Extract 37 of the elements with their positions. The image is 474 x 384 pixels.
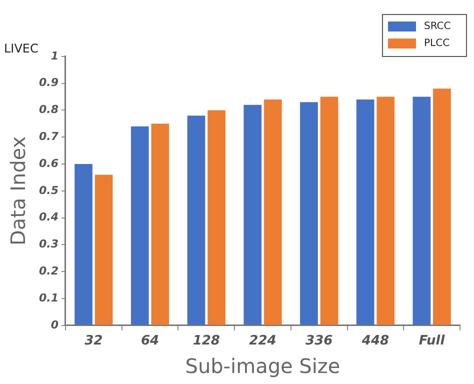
x-tick-label: 336 (306, 334, 333, 349)
x-tick-label: 64 (140, 334, 160, 349)
y-tick-label: 0.6 (38, 156, 59, 170)
bar (264, 99, 282, 325)
x-tick-label: 448 (360, 334, 390, 349)
y-tick-label: 0.3 (38, 238, 59, 251)
bar (412, 96, 431, 325)
y-axis-title: Data Index (6, 136, 30, 246)
bar (130, 126, 149, 325)
y-tick-label: 0.5 (38, 184, 59, 197)
legend-label: SRCC (424, 21, 451, 32)
y-tick-label: 0.8 (38, 103, 59, 116)
y-tick-label: 1 (50, 49, 58, 62)
bar (94, 174, 113, 325)
x-axis-title: Sub-image Size (185, 354, 340, 378)
y-tick-label: 0.4 (38, 210, 58, 224)
bar (433, 88, 451, 325)
y-tick-label: 0.1 (38, 291, 58, 304)
bar (74, 164, 92, 325)
bar (320, 96, 338, 325)
y-tick-label: 0.7 (38, 130, 59, 143)
y-tick-label: 0.9 (38, 76, 59, 90)
x-tick-label: 128 (192, 334, 220, 349)
bar (300, 102, 318, 325)
x-tick-label: 224 (249, 334, 276, 349)
bar (244, 104, 262, 325)
bar (151, 124, 170, 325)
bar (208, 110, 226, 325)
bar (356, 99, 374, 325)
x-tick-label: Full (418, 334, 446, 349)
chart-title: LIVEC (4, 41, 38, 56)
y-tick-label: 0 (50, 318, 59, 332)
y-tick-label: 0.2 (38, 264, 59, 278)
bar (187, 116, 206, 325)
legend-label: PLCC (424, 38, 450, 50)
x-tick-label: 32 (84, 334, 103, 349)
bar (376, 96, 395, 325)
